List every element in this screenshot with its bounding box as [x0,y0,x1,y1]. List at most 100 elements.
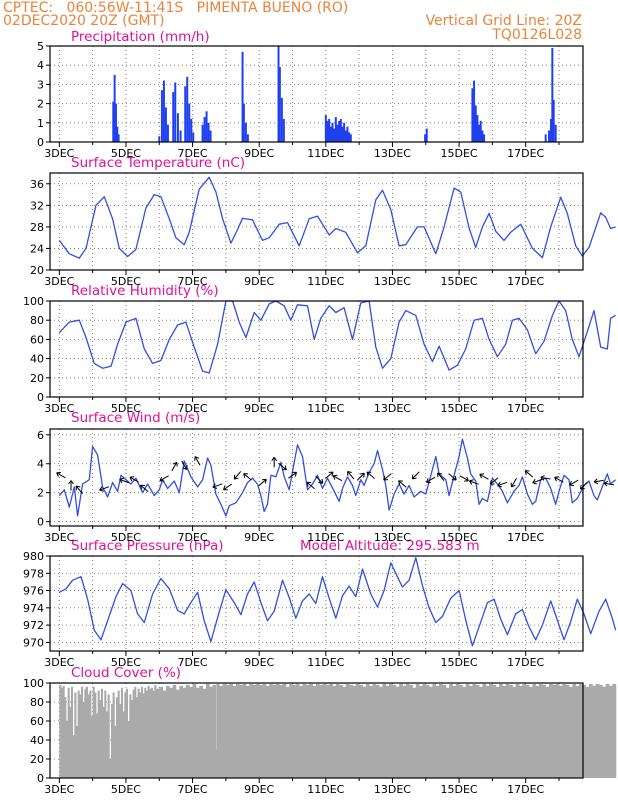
cloud-column [84,688,87,778]
pressure-xtick-label: 9DEC [244,656,274,669]
wind-xtick-label: 3DEC [44,531,74,544]
precip-bar [116,126,119,142]
cloud-column [329,683,333,778]
precip-bar [190,118,193,142]
cloud-xtick-label: 7DEC [178,783,208,796]
pressure-title: Surface Pressure (hPa) [71,538,224,554]
wind-arrow [347,470,355,480]
cloud-column [342,686,347,778]
wind-arrow [398,480,407,488]
cloud-column [605,683,610,778]
wind-arrow [448,473,457,481]
cloud-column [155,688,160,778]
cloud-column [612,683,617,778]
precip-bar [209,130,212,142]
cloud-column [120,687,124,778]
wind-arrow [437,472,445,481]
cloud-column [60,687,64,778]
cloud-column [522,683,527,778]
cloud-column [449,683,453,778]
pressure-xtick-label: 3DEC [44,656,74,669]
cloud-column [322,683,327,778]
precip-bar [331,122,334,142]
cloud-column [445,687,450,778]
temp-xtick-label: 11DEC [307,275,344,288]
precip-xtick-label: 11DEC [307,147,344,160]
cloud-column [389,683,393,778]
cloud-column [139,692,142,778]
cloud-column [315,683,320,778]
precip-bar [471,88,474,142]
wind-arrow [212,483,223,489]
cloud-column [362,686,367,778]
wind-arrow [129,476,139,483]
precip-bar [158,136,161,142]
precip-bar [277,46,280,142]
cloud-ytick-label: 20 [30,753,44,766]
cloud-column [102,706,105,778]
wind-arrow [325,471,334,479]
cloud-column [214,684,217,778]
cloud-column [69,706,72,778]
precip-bar [474,105,477,142]
cloud-column [130,700,134,778]
cloud-column [515,683,520,778]
precip-bar [339,118,342,142]
wind-line [58,438,617,517]
temp-xtick-label: 17DEC [507,275,544,288]
cloud-column [305,684,310,778]
cloud-column [302,683,307,778]
cloud-column [399,683,403,778]
cloud-column [255,683,260,778]
wind-arrow [171,461,178,472]
cloud-column [192,683,197,778]
wind-arrow [356,472,365,481]
cloud-column [359,684,363,778]
cloud-column [345,683,350,778]
cloud-column [64,697,67,778]
wind-arrow [468,479,479,485]
cloud-column [79,694,82,778]
cloud-column [127,721,130,778]
precip-xtick-label: 5DEC [111,147,141,160]
rh-xtick-label: 11DEC [307,402,344,415]
cloud-frame [49,682,584,779]
rh-ytick-label: 0 [37,391,44,404]
precip-frame [49,45,584,143]
cloud-ytick-label: 60 [30,715,44,728]
precip-bar [544,134,547,142]
cloud-column [495,686,500,778]
precip-bar [349,134,352,142]
cloud-column [159,686,163,778]
pressure-xtick-label: 7DEC [178,656,208,669]
precip-bar [329,126,332,142]
rh-xtick-label: 9DEC [244,402,274,415]
temp-xtick-label: 7DEC [178,275,208,288]
cloud-column [225,684,230,778]
cloud-column [90,716,94,778]
cloud-column [422,683,427,778]
cloud-column [134,686,137,778]
cloud-column [509,684,513,778]
cloud-column [150,687,154,778]
cloud-column [462,686,467,778]
cloud-column [100,688,104,778]
model-id: TQ0126L028 [492,27,582,43]
rh-xtick-label: 7DEC [178,402,208,415]
cloud-column [598,684,603,778]
wind-arrow [75,485,83,494]
cloud-xtick-label: 3DEC [44,783,74,796]
cloud-column [482,683,487,778]
cloud-ytick-label: 40 [30,734,44,747]
cloud-column [239,684,243,778]
precip-xtick-label: 17DEC [507,147,544,160]
wind-arrow [288,471,298,479]
cloud-column [439,683,443,778]
precip-bar [328,118,331,142]
precip-bar [476,115,479,142]
precip-bar [550,118,553,142]
cloud-column [215,749,217,778]
cloud-column [429,686,433,778]
precip-bar [203,117,206,142]
precip-bar [481,130,484,142]
